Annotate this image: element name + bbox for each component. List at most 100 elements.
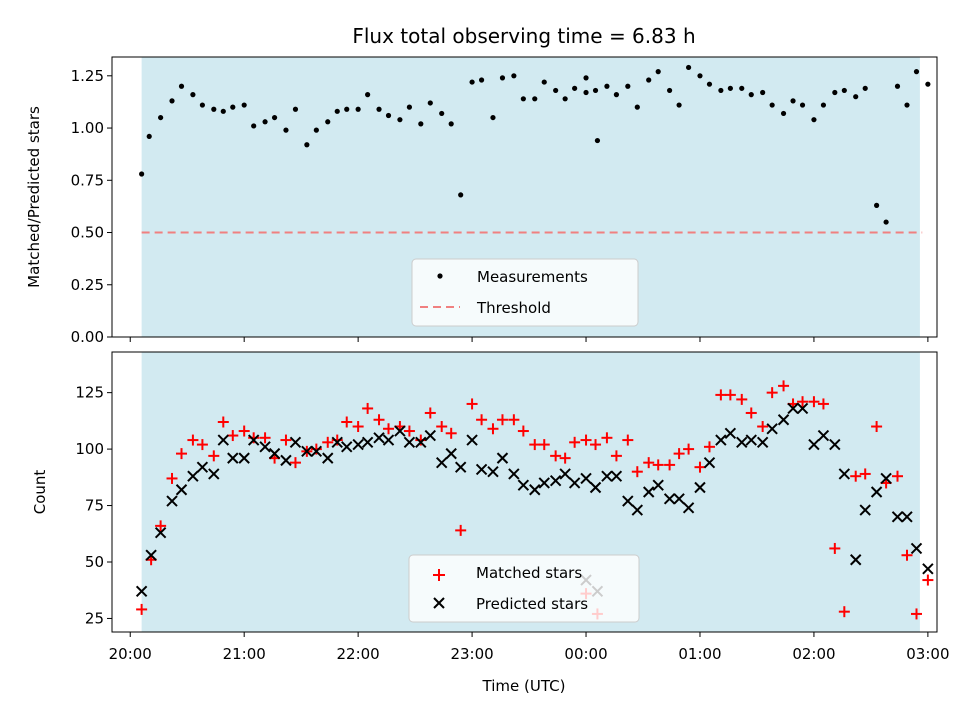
counts-legend: Matched stars Predicted stars — [408, 554, 640, 623]
matched-star-point — [797, 396, 809, 408]
ratio-x-ticks — [129, 337, 929, 342]
measurement-point — [583, 89, 589, 96]
y-tick-label: 25 — [85, 609, 104, 627]
predicted-star-point — [508, 468, 520, 480]
measurement-point — [490, 114, 496, 121]
measurement-point — [325, 119, 331, 125]
x-tick-label: 02:00 — [792, 645, 835, 663]
measurement-point — [469, 79, 475, 85]
matched-star-point — [455, 524, 467, 536]
predicted-star-point — [891, 511, 904, 523]
predicted-star-point — [859, 504, 871, 516]
predicted-star-point — [289, 436, 302, 449]
matched-star-point — [259, 432, 271, 444]
predicted-star-point — [922, 563, 934, 575]
predicted-star-point — [766, 423, 778, 435]
matched-star-point — [487, 423, 499, 435]
matched-star-point — [362, 402, 374, 414]
matched-star-point — [496, 414, 508, 426]
measurement-point — [904, 102, 910, 108]
predicted-star-point — [622, 495, 634, 507]
matched-star-point — [196, 439, 208, 451]
predicted-star-point — [352, 438, 364, 451]
measurement-point — [853, 94, 859, 100]
predicted-star-point — [301, 445, 313, 458]
x-tick-label: 22:00 — [337, 645, 380, 663]
measurement-point — [313, 127, 319, 133]
predicted-star-point — [154, 526, 167, 539]
measurement-point — [220, 108, 226, 114]
measurement-point — [190, 92, 196, 98]
matched-star-point — [622, 434, 634, 446]
predicted-star-point — [135, 585, 148, 598]
measurement-point — [230, 104, 236, 110]
ratio-y-label: Matched/Predicted stars — [25, 106, 43, 288]
measurement-point — [883, 219, 889, 225]
predicted-star-point — [850, 554, 862, 566]
legend-matched-marker — [433, 569, 445, 581]
predicted-star-point — [589, 481, 602, 494]
x-tick-label: 00:00 — [564, 645, 607, 663]
measurement-point — [553, 87, 559, 94]
predicted-star-point — [238, 452, 250, 464]
predicted-star-point — [445, 447, 457, 460]
measurement-point — [199, 102, 206, 108]
predicted-star-point — [331, 436, 343, 449]
x-axis-label: Time (UTC) — [482, 677, 566, 695]
matched-star-point — [187, 434, 199, 446]
predicted-star-point — [466, 434, 478, 446]
measurement-point — [874, 202, 880, 208]
measurement-point — [178, 83, 185, 89]
predicted-star-point — [187, 470, 199, 482]
measurement-point — [406, 104, 413, 110]
predicted-star-point — [663, 493, 676, 505]
measurement-point — [344, 106, 350, 112]
predicted-star-point — [870, 486, 883, 498]
measurement-point — [262, 119, 268, 125]
matched-star-point — [829, 542, 841, 554]
predicted-star-point — [673, 493, 685, 505]
matched-star-point — [715, 389, 727, 401]
measurement-point — [283, 127, 289, 133]
matched-star-point — [383, 423, 395, 435]
measurement-point — [146, 133, 152, 140]
matched-star-point — [694, 461, 706, 473]
matched-star-point — [766, 387, 778, 399]
predicted-star-point — [382, 434, 395, 446]
matched-star-point — [610, 450, 622, 462]
matched-star-point — [808, 396, 820, 408]
measurement-point — [760, 89, 766, 96]
matched-star-point — [508, 414, 520, 426]
measurement-point — [894, 83, 901, 89]
predicted-star-point — [787, 402, 799, 415]
matched-star-point — [757, 421, 769, 433]
predicted-star-point — [610, 470, 623, 482]
time-x-axis: 20:00 21:00 22:00 23:00 00:00 01:00 02:00 03:00 — [109, 632, 950, 663]
matched-star-point — [529, 439, 541, 451]
matched-star-point — [227, 430, 239, 442]
counts-panel: 25 50 75 100 125 20:00 21:00 22:00 23:00 00:00 01… — [31, 351, 950, 695]
predicted-star-point — [424, 429, 437, 442]
measurement-point — [532, 96, 538, 102]
predicted-star-point — [652, 479, 664, 491]
y-tick-label: 1.00 — [71, 119, 104, 137]
matched-star-point — [341, 416, 353, 428]
predicted-star-point — [403, 436, 416, 449]
legend-predicted-marker — [433, 597, 445, 609]
measurement-point — [646, 77, 652, 83]
legend-threshold-label: Threshold — [476, 299, 551, 317]
measurement-point — [676, 102, 682, 108]
predicted-star-point — [529, 484, 541, 496]
predicted-star-point — [682, 502, 695, 514]
measurement-point — [439, 110, 445, 117]
measurement-point — [925, 81, 931, 87]
measurement-point — [706, 81, 713, 87]
predicted-star-point — [601, 470, 613, 482]
matched-star-point — [352, 421, 364, 433]
matched-star-point — [136, 603, 148, 615]
matched-star-point — [217, 416, 229, 428]
predicted-star-point — [756, 436, 769, 449]
matched-star-point — [403, 425, 415, 437]
measurement-point — [169, 98, 175, 104]
predicted-star-point — [475, 463, 488, 476]
